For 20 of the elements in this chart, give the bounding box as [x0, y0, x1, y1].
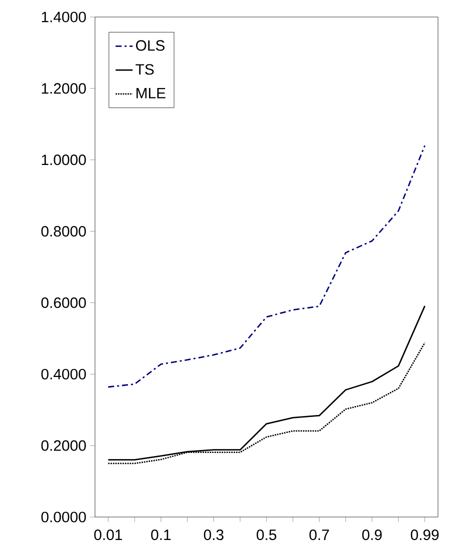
x-tick-label: 0.3: [204, 530, 224, 540]
y-tick-label: 0.2000: [41, 440, 86, 451]
line-series: [107, 144, 426, 388]
x-tick-label: 0.7: [309, 530, 329, 540]
x-tick-label: 0.5: [256, 530, 276, 540]
x-tick-label: 0.01: [94, 530, 122, 540]
legend-label: TS: [136, 64, 154, 75]
y-tick-label: 0.8000: [41, 226, 86, 237]
line-series: [107, 305, 426, 461]
x-tick-label: 0.99: [410, 530, 439, 540]
y-tick-label: 1.4000: [42, 12, 86, 22]
legend-label: OLS: [136, 40, 165, 51]
y-tick-label: 0.0000: [41, 512, 86, 522]
y-tick-label: 0.4000: [41, 368, 86, 380]
x-tick-label: 0.9: [362, 530, 382, 540]
y-tick-label: 1.2000: [42, 83, 86, 94]
legend-label: MLE: [136, 88, 166, 98]
y-tick-label: 0.6000: [41, 297, 86, 308]
y-tick-label: 1.0000: [42, 154, 86, 166]
x-tick-label: 0.1: [151, 530, 171, 540]
